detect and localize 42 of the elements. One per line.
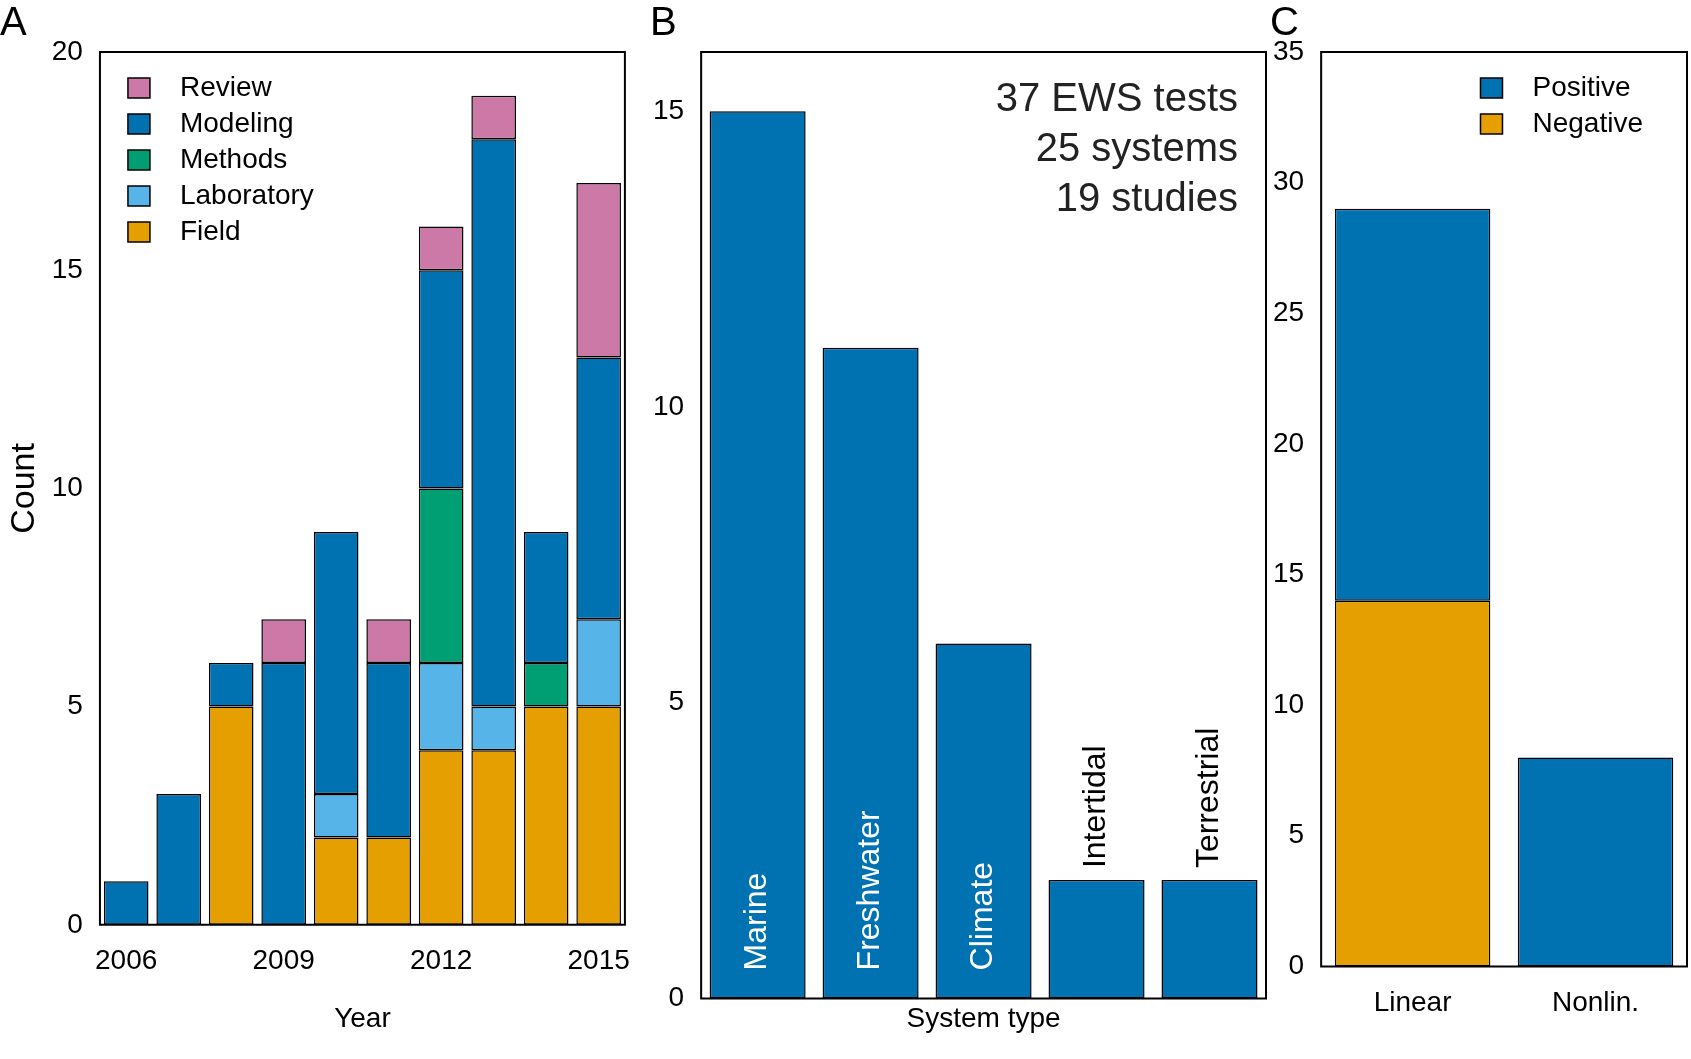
- chart-title: A: [0, 0, 27, 44]
- annotation: 25 systems: [1035, 125, 1238, 170]
- x-tick-label: Nonlin.: [1551, 985, 1640, 1017]
- y-tick-label: 30: [1272, 165, 1305, 197]
- legend-label: Laboratory: [179, 178, 314, 210]
- y-tick-label: 10: [51, 471, 83, 503]
- annotation: 19 studies: [1055, 175, 1238, 220]
- x-tick-label: 2015: [567, 944, 630, 976]
- y-tick-label: 10: [1272, 687, 1305, 719]
- y-tick-label: 15: [1272, 557, 1305, 589]
- x-tick-label: Freshwater: [850, 810, 887, 971]
- x-tick-label: 2012: [410, 944, 473, 976]
- x-axis-title: Year: [334, 1001, 391, 1033]
- annotation: 37 EWS tests: [995, 75, 1238, 120]
- x-tick-label: Intertidal: [1076, 745, 1113, 869]
- y-tick-label: 15: [51, 252, 83, 284]
- y-tick-label: 15: [652, 93, 685, 125]
- y-tick-label: 5: [67, 689, 83, 721]
- legend-label: Review: [179, 70, 273, 102]
- legend-label: Field: [179, 214, 241, 246]
- x-axis-title: System type: [906, 1001, 1061, 1033]
- y-tick-label: 5: [1288, 818, 1305, 850]
- x-tick-label: Marine: [737, 872, 774, 971]
- y-tick-label: 5: [668, 685, 685, 717]
- y-tick-label: 25: [1272, 295, 1305, 327]
- y-tick-label: 20: [51, 34, 83, 66]
- legend-label: Negative: [1532, 106, 1644, 138]
- x-tick-label: 2009: [252, 944, 315, 976]
- x-tick-label: Climate: [963, 861, 1000, 971]
- legend-label: Modeling: [179, 106, 294, 138]
- y-axis-title: Count: [2, 442, 41, 534]
- x-tick-label: Linear: [1373, 985, 1452, 1017]
- y-tick-label: 10: [652, 389, 685, 421]
- legend-label: Positive: [1532, 70, 1631, 102]
- legend-label: Methods: [179, 142, 288, 174]
- y-tick-label: 20: [1272, 426, 1305, 458]
- y-tick-label: 0: [668, 981, 685, 1013]
- y-tick-label: 0: [67, 907, 83, 939]
- chart-title: B: [650, 0, 677, 44]
- x-tick-label: 2006: [95, 944, 158, 976]
- x-tick-label: Terrestrial: [1189, 727, 1226, 869]
- y-tick-label: 0: [1288, 949, 1305, 981]
